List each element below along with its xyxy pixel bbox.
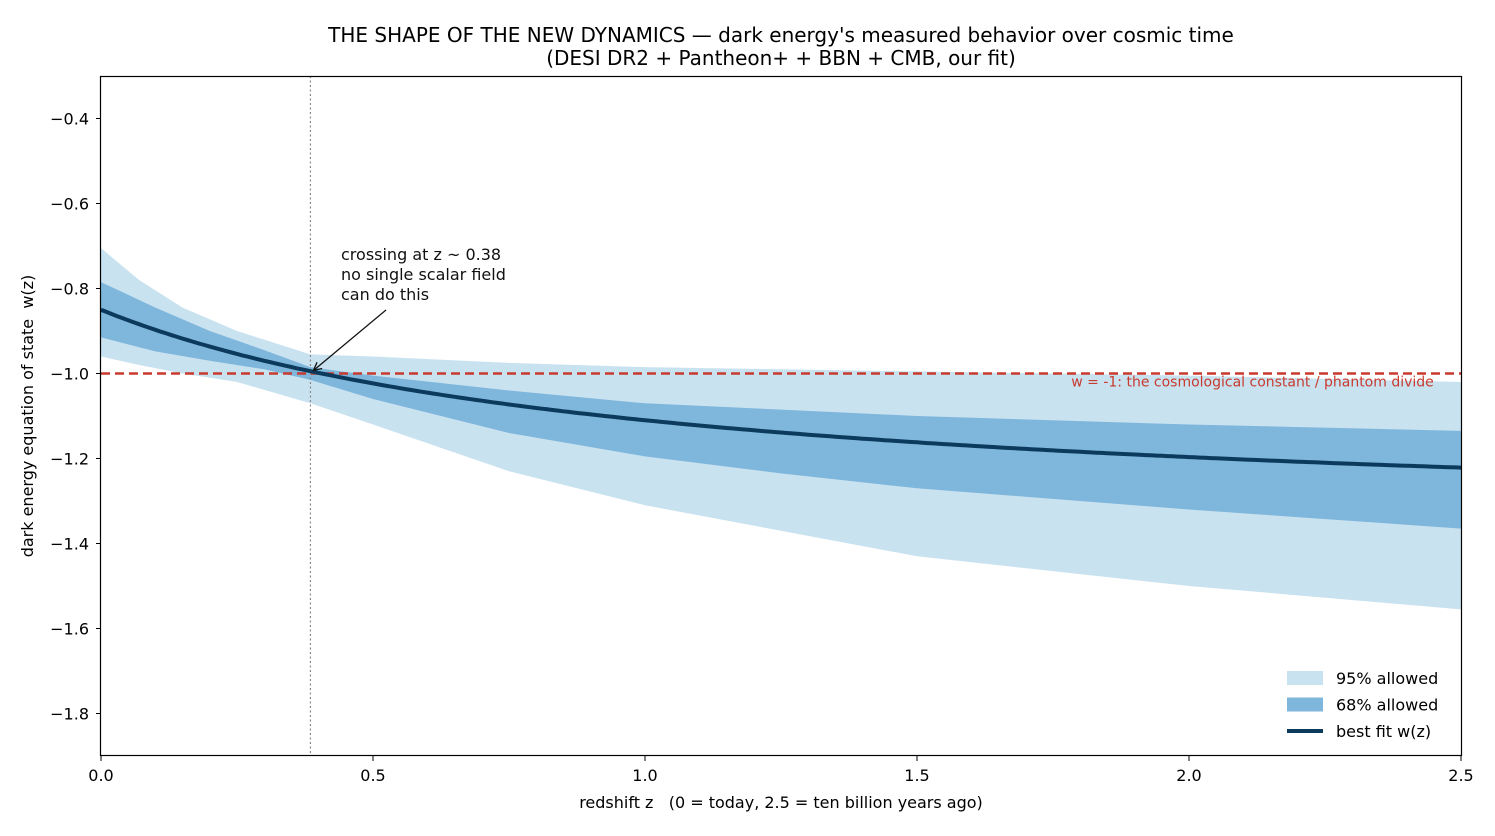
y-axis-ticks: −0.4 −0.6 −0.8 −1.0 −1.2 −1.4 −1.6 −1.8	[50, 110, 101, 724]
annotation-text-line: can do this	[341, 285, 429, 304]
legend-swatch	[1287, 697, 1323, 712]
y-axis-label: dark energy equation of state w(z)	[18, 275, 37, 558]
x-axis-label: redshift z (0 = today, 2.5 = ten billion…	[579, 793, 983, 812]
legend-label: 95% allowed	[1336, 669, 1438, 688]
chart-title: THE SHAPE OF THE NEW DYNAMICS — dark ene…	[327, 23, 1234, 47]
chart-subtitle: (DESI DR2 + Pantheon+ + BBN + CMB, our f…	[546, 46, 1016, 70]
y-tick-label: −1.2	[50, 450, 89, 469]
legend-label: 68% allowed	[1336, 696, 1438, 715]
legend: 95% allowed 68% allowed best fit w(z)	[1287, 669, 1438, 741]
annotation-arrow	[313, 309, 387, 371]
confidence-bands	[101, 248, 1461, 610]
annotation-text-line: crossing at z ~ 0.38	[341, 245, 501, 264]
y-tick-label: −1.8	[50, 705, 89, 724]
y-tick-label: −0.6	[50, 195, 89, 214]
y-tick-label: −1.6	[50, 620, 89, 639]
y-tick-label: −1.0	[50, 365, 89, 384]
x-tick-label: 1.5	[904, 766, 929, 785]
legend-label: best fit w(z)	[1336, 722, 1431, 741]
legend-swatch	[1287, 671, 1323, 685]
best-fit-line	[101, 307, 1461, 470]
reference-line-label: w = -1: the cosmological constant / phan…	[1071, 375, 1434, 391]
plot-frame	[99, 75, 1463, 757]
y-tick-label: −0.4	[50, 110, 89, 129]
x-tick-label: 2.0	[1176, 766, 1201, 785]
x-tick-label: 1.0	[632, 766, 657, 785]
x-tick-label: 0.0	[88, 766, 113, 785]
annotation-text-line: no single scalar field	[341, 265, 506, 284]
best-fit-group	[101, 307, 1461, 470]
y-tick-label: −0.8	[50, 280, 89, 299]
band-68	[101, 282, 1461, 529]
x-tick-label: 0.5	[360, 766, 385, 785]
x-axis-ticks: 0.0 0.5 1.0 1.5 2.0 2.5	[88, 756, 1474, 785]
x-tick-label: 2.5	[1448, 766, 1473, 785]
y-tick-label: −1.4	[50, 535, 89, 554]
